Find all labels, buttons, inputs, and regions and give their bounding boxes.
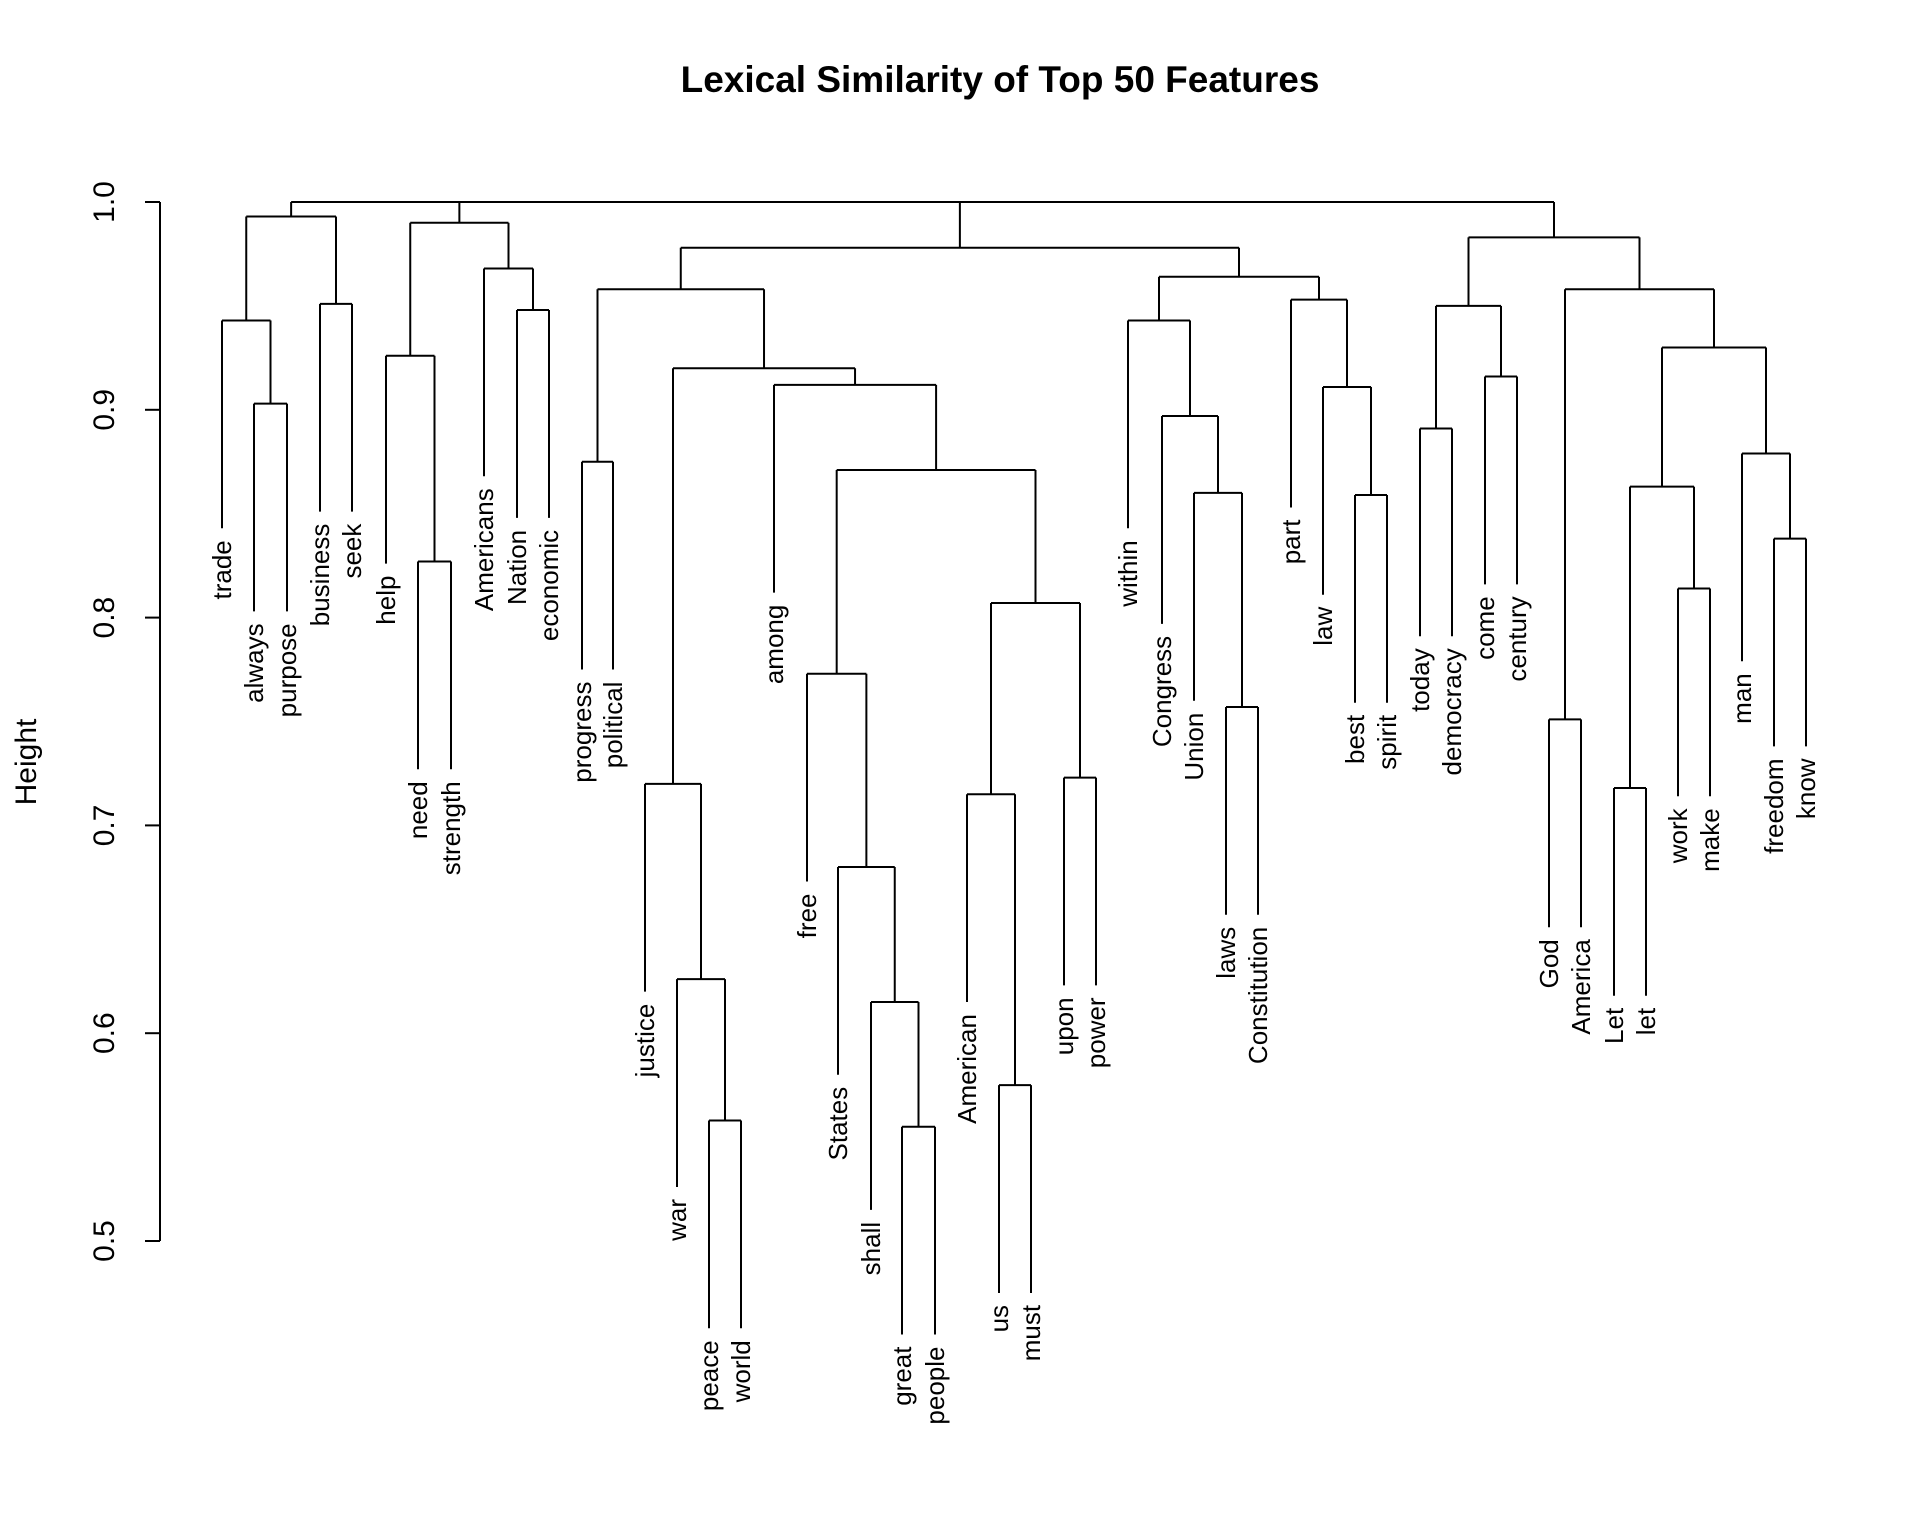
leaf-label: freedom	[1759, 758, 1789, 853]
y-tick-label: 1.0	[88, 181, 121, 223]
leaf-label: people	[920, 1347, 950, 1425]
leaf-label: always	[239, 623, 269, 702]
leaf-label: war	[662, 1199, 692, 1242]
y-tick-label: 0.9	[88, 389, 121, 431]
leaf-label: century	[1502, 596, 1532, 681]
leaf-label: American	[952, 1014, 982, 1124]
leaf-label: come	[1470, 596, 1500, 660]
leaf-label: Congress	[1147, 636, 1177, 747]
y-tick-label: 0.8	[88, 597, 121, 639]
y-axis-ticks: 0.5 0.6 0.7 0.8 0.9 1.0	[88, 181, 160, 1262]
leaf-label: free	[792, 894, 822, 939]
chart-title: Lexical Similarity of Top 50 Features	[681, 59, 1320, 100]
leaf-label: political	[598, 682, 628, 769]
leaf-label: know	[1791, 758, 1821, 819]
leaf-label: Constitution	[1243, 927, 1273, 1064]
leaf-label: upon	[1049, 997, 1079, 1055]
leaf-label: purpose	[272, 623, 302, 717]
leaf-label: Nation	[502, 530, 532, 605]
dendrogram-branches	[221, 201, 1807, 1335]
leaf-label: must	[1016, 1304, 1046, 1361]
leaf-label: law	[1308, 607, 1338, 646]
leaf-label: strength	[436, 781, 466, 875]
leaf-label: within	[1113, 540, 1143, 607]
leaf-label: America	[1566, 939, 1596, 1035]
leaf-label: spirit	[1372, 714, 1402, 770]
leaf-label: democracy	[1437, 648, 1467, 775]
leaf-label: progress	[567, 682, 597, 783]
leaf-label: seek	[337, 523, 367, 579]
leaf-label: let	[1631, 1007, 1661, 1035]
leaf-label: us	[984, 1305, 1014, 1332]
leaf-label: help	[371, 576, 401, 625]
leaf-label: trade	[207, 540, 237, 599]
leaf-label: economic	[534, 530, 564, 641]
leaf-label: power	[1081, 997, 1111, 1068]
leaf-label: among	[759, 605, 789, 685]
leaf-label: States	[823, 1087, 853, 1161]
leaf-label: need	[403, 781, 433, 839]
leaf-label: shall	[856, 1222, 886, 1275]
leaf-label: Union	[1179, 713, 1209, 781]
leaf-label: man	[1727, 673, 1757, 724]
leaf-label: Let	[1599, 1007, 1629, 1044]
leaf-label: God	[1534, 939, 1564, 988]
y-tick-label: 0.5	[88, 1220, 121, 1262]
leaf-label: peace	[694, 1340, 724, 1411]
leaf-label: great	[887, 1346, 917, 1406]
leaf-label: Americans	[469, 488, 499, 611]
leaf-label: laws	[1211, 927, 1241, 979]
leaf-label: best	[1340, 714, 1370, 764]
leaf-label: world	[726, 1340, 756, 1403]
y-axis-label: Height	[10, 718, 43, 805]
y-tick-label: 0.7	[88, 805, 121, 847]
leaf-label: today	[1405, 648, 1435, 712]
leaf-label: work	[1663, 807, 1693, 864]
leaf-label: make	[1695, 808, 1725, 872]
leaf-label: justice	[630, 1004, 660, 1079]
y-tick-label: 0.6	[88, 1012, 121, 1054]
leaf-label: part	[1276, 519, 1306, 565]
leaf-label: business	[305, 524, 335, 627]
